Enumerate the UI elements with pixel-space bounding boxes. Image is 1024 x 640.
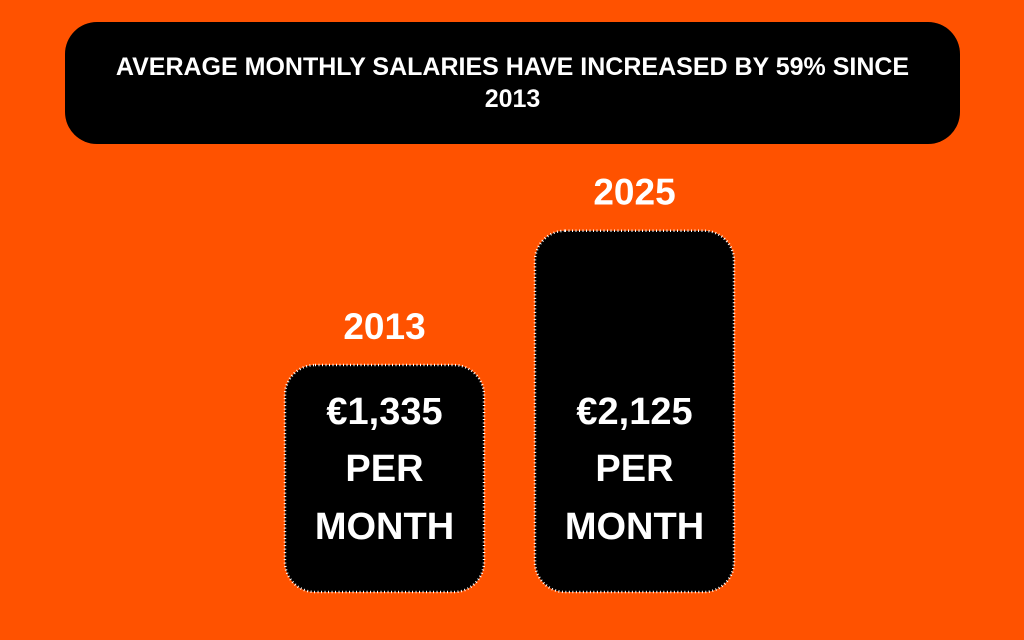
unit-label: PER [345,448,423,490]
unit-label: PER [595,448,673,490]
unit-label: MONTH [565,506,704,548]
title-box: AVERAGE MONTHLY SALARIES HAVE INCREASED … [65,22,960,144]
value-label: €2,125 [576,391,692,433]
category-label: 2025 [593,172,675,213]
category-label: 2013 [343,306,425,347]
unit-label: MONTH [315,506,454,548]
chart-title: AVERAGE MONTHLY SALARIES HAVE INCREASED … [115,53,910,113]
bar [533,229,736,594]
bar [283,363,486,594]
value-label: €1,335 [326,391,442,433]
